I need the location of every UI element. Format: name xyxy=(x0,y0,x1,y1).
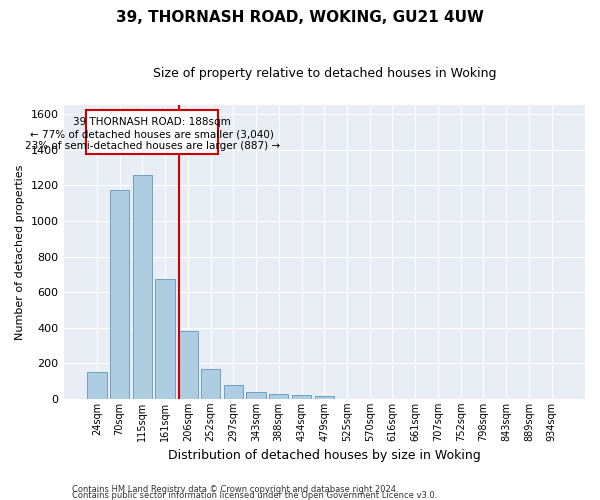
Bar xyxy=(110,190,130,399)
Title: Size of property relative to detached houses in Woking: Size of property relative to detached ho… xyxy=(152,68,496,80)
Text: 23% of semi-detached houses are larger (887) →: 23% of semi-detached houses are larger (… xyxy=(25,141,280,151)
Bar xyxy=(201,368,220,399)
Text: 39, THORNASH ROAD, WOKING, GU21 4UW: 39, THORNASH ROAD, WOKING, GU21 4UW xyxy=(116,10,484,25)
X-axis label: Distribution of detached houses by size in Woking: Distribution of detached houses by size … xyxy=(168,450,481,462)
Bar xyxy=(269,394,289,399)
Bar xyxy=(155,279,175,399)
Bar xyxy=(224,384,243,399)
Text: ← 77% of detached houses are smaller (3,040): ← 77% of detached houses are smaller (3,… xyxy=(30,129,274,139)
Text: 39 THORNASH ROAD: 188sqm: 39 THORNASH ROAD: 188sqm xyxy=(73,117,231,127)
Bar xyxy=(178,332,197,399)
Y-axis label: Number of detached properties: Number of detached properties xyxy=(15,164,25,340)
Bar xyxy=(133,174,152,399)
Bar xyxy=(86,110,218,154)
Bar xyxy=(247,392,266,399)
Text: Contains HM Land Registry data © Crown copyright and database right 2024.: Contains HM Land Registry data © Crown c… xyxy=(72,484,398,494)
Bar xyxy=(87,372,107,399)
Bar xyxy=(292,396,311,399)
Text: Contains public sector information licensed under the Open Government Licence v3: Contains public sector information licen… xyxy=(72,490,437,500)
Bar xyxy=(314,396,334,399)
